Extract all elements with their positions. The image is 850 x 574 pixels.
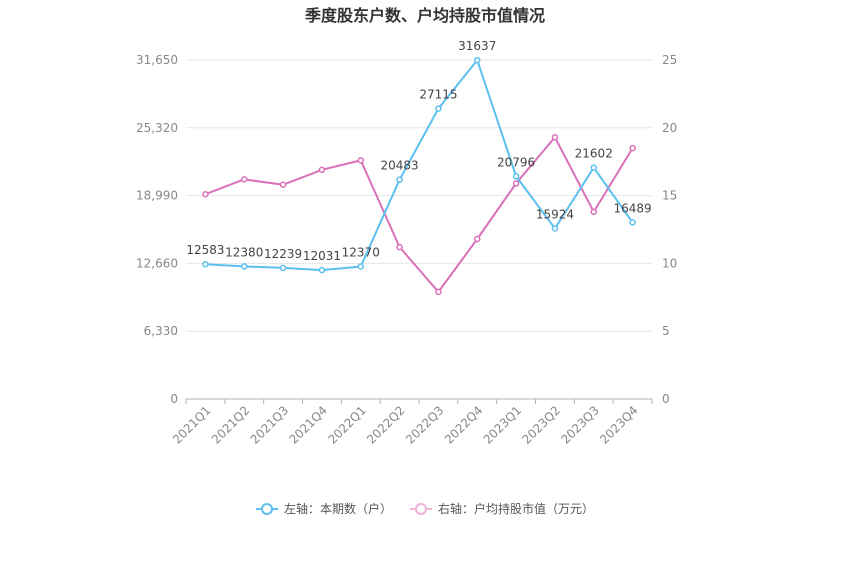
chart-title: 季度股东户数、户均持股市值情况: [304, 6, 545, 25]
left-axis-tick-label: 12,660: [136, 256, 178, 270]
x-axis-tick-label: 2021Q2: [209, 403, 253, 447]
data-point: [396, 243, 403, 251]
left-axis-tick-label: 31,650: [136, 53, 178, 67]
data-label: 12031: [303, 249, 341, 263]
data-label: 12583: [186, 243, 224, 257]
legend-line-circle-icon: [410, 502, 432, 515]
data-label: 15924: [536, 207, 574, 221]
data-label: 27115: [419, 88, 457, 102]
data-point: [202, 190, 209, 198]
data-label: 12239: [264, 247, 302, 261]
data-point: [590, 164, 597, 171]
right-axis-tick-label: 15: [662, 189, 677, 203]
data-point: [629, 219, 636, 226]
x-axis-tick-label: 2021Q3: [248, 403, 292, 447]
series-line: [205, 135, 634, 294]
data-point: [629, 144, 636, 152]
x-axis-tick-label: 2022Q2: [364, 403, 408, 447]
x-axis-tick-label: 2023Q1: [481, 403, 525, 447]
data-label: 20483: [380, 159, 418, 173]
data-point: [318, 266, 326, 274]
legend-item-left[interactable]: 左轴：本期数（户）: [255, 500, 392, 517]
left-axis-tick-label: 6,330: [144, 324, 178, 338]
data-point: [241, 263, 248, 270]
series-line: [205, 58, 634, 272]
right-axis-tick-label: 5: [662, 324, 670, 338]
right-axis-tick-label: 10: [662, 256, 677, 270]
left-axis-tick-label: 25,320: [136, 121, 178, 135]
x-axis-tick-label: 2023Q2: [519, 403, 563, 447]
data-point: [474, 235, 481, 243]
x-axis-tick-label: 2022Q3: [403, 403, 447, 447]
data-point: [512, 173, 520, 180]
data-point: [396, 176, 403, 183]
data-point: [435, 105, 442, 112]
legend-label-right: 右轴：户均持股市值（万元）: [438, 502, 595, 516]
data-label: 12370: [342, 246, 380, 260]
data-point: [357, 263, 364, 270]
x-axis-tick-label: 2022Q4: [442, 403, 486, 447]
x-axis-tick-label: 2023Q4: [597, 403, 641, 447]
data-point: [202, 260, 209, 268]
data-point: [279, 264, 287, 272]
legend-line-circle-icon: [255, 502, 278, 515]
left-axis-tick-label: 18,990: [136, 189, 178, 203]
right-axis-tick-label: 0: [662, 392, 670, 406]
legend-item-right[interactable]: 右轴：户均持股市值（万元）: [410, 500, 594, 517]
x-axis-tick-label: 2023Q3: [558, 403, 602, 447]
right-axis-tick-label: 20: [662, 121, 677, 135]
data-point: [551, 134, 559, 141]
legend: 左轴：本期数（户） 右轴：户均持股市值（万元）: [0, 500, 850, 517]
data-label: 21602: [575, 147, 613, 161]
data-point: [474, 56, 481, 64]
data-point: [357, 157, 364, 164]
data-point: [512, 180, 520, 187]
data-point: [435, 288, 442, 296]
data-point: [241, 176, 248, 183]
right-axis-tick-label: 25: [662, 53, 677, 67]
data-point: [279, 181, 287, 189]
x-axis-tick-label: 2022Q1: [325, 403, 369, 447]
data-point: [590, 208, 597, 216]
x-axis-tick-label: 2021Q4: [286, 403, 330, 447]
data-label: 16489: [613, 201, 651, 215]
left-axis-tick-label: 0: [170, 392, 178, 406]
data-point: [551, 225, 559, 232]
data-label: 20796: [497, 155, 535, 169]
x-axis-tick-label: 2021Q1: [170, 403, 214, 447]
legend-label-left: 左轴：本期数（户）: [283, 502, 392, 516]
data-label: 31637: [458, 39, 496, 53]
data-point: [318, 166, 326, 174]
data-label: 12380: [225, 245, 263, 259]
